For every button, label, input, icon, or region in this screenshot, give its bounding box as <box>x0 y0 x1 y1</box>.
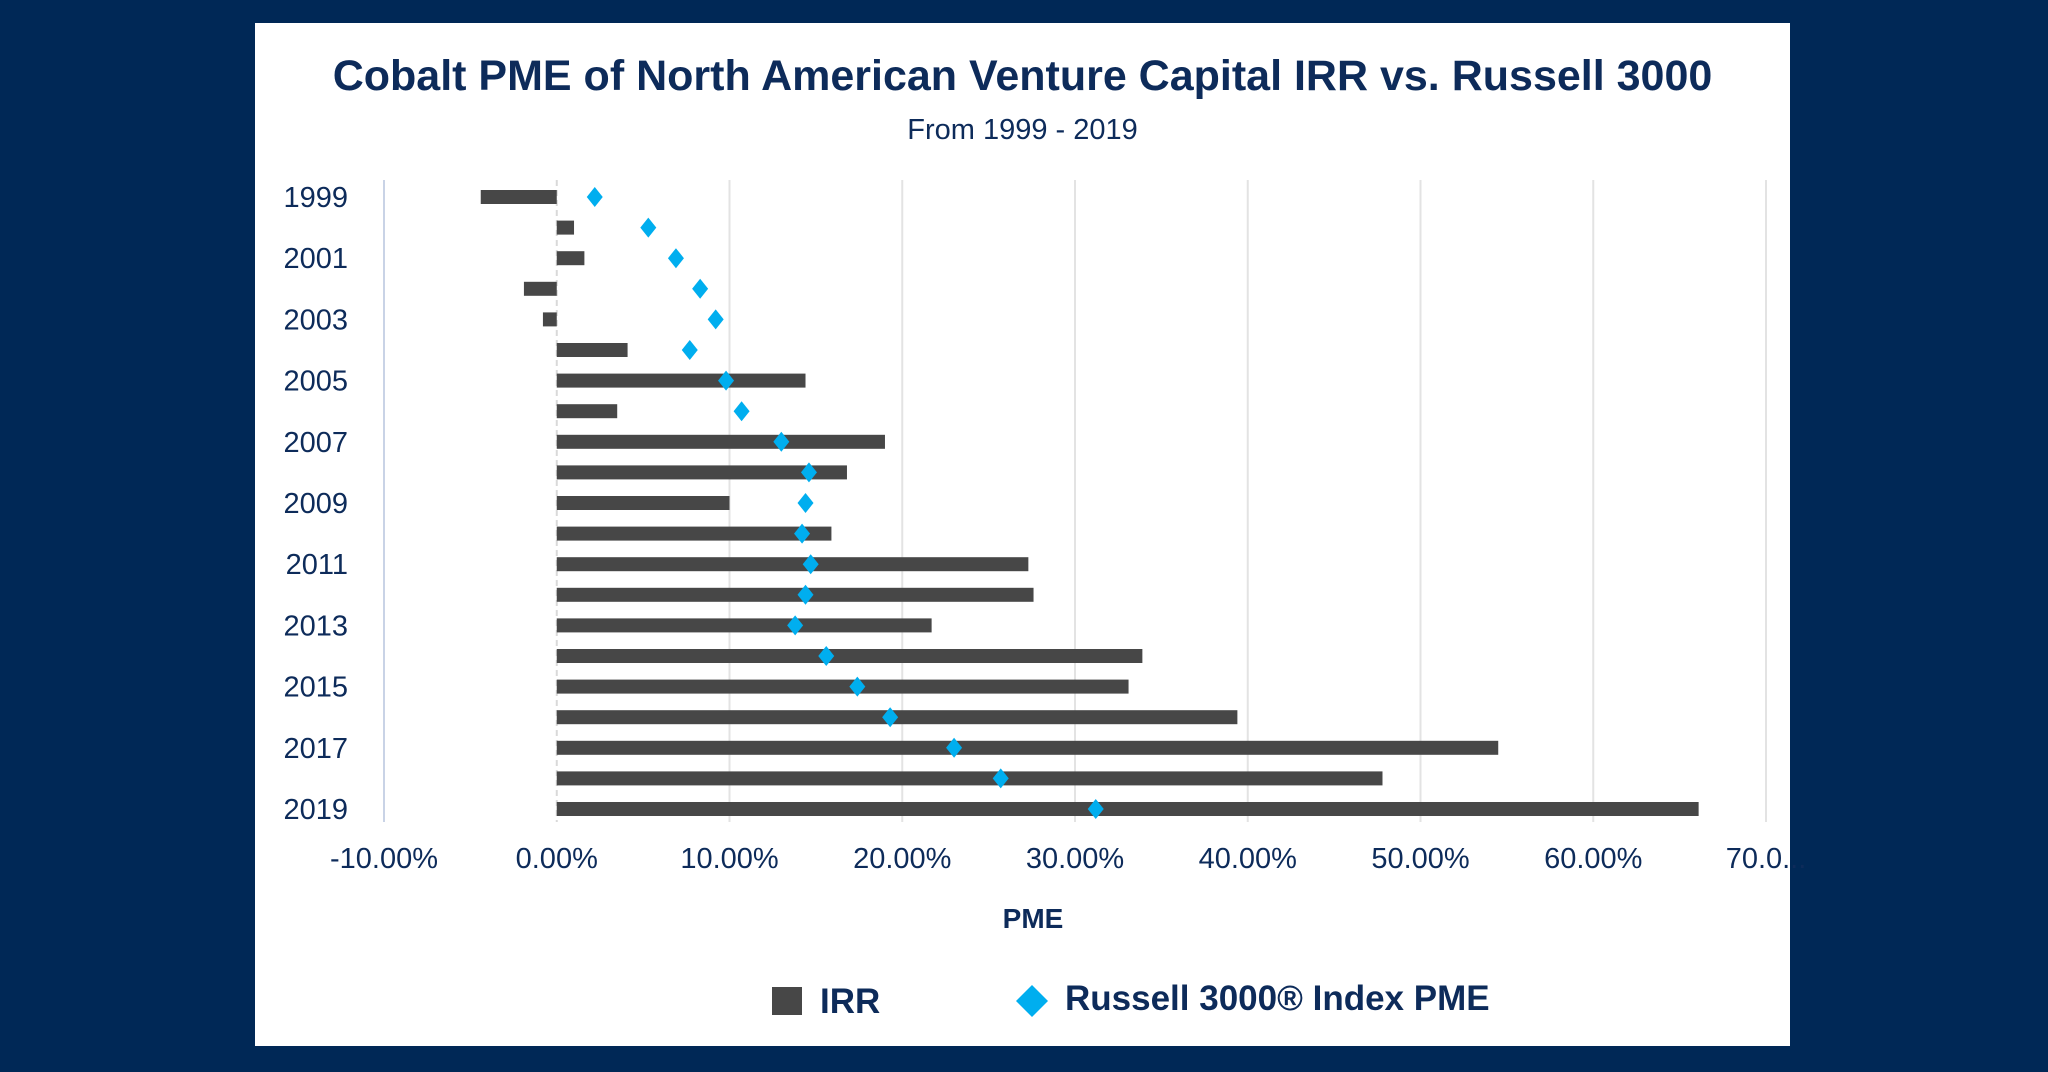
pme-point <box>787 615 804 636</box>
x-tick-label: 30.00% <box>1026 843 1124 875</box>
x-tick-label: 60.00% <box>1544 843 1642 875</box>
pme-point <box>797 493 814 513</box>
irr-bar <box>556 771 1383 786</box>
x-tick-label: -10.00% <box>330 843 438 875</box>
pme-point <box>667 248 684 269</box>
pme-point <box>733 401 750 422</box>
irr-bar <box>556 373 806 388</box>
pme-point <box>1087 799 1104 819</box>
pme-point <box>800 462 817 483</box>
pme-point <box>640 217 657 238</box>
irr-bar <box>556 251 585 266</box>
y-tick-label: 1999 <box>283 182 348 214</box>
irr-bar <box>556 434 885 449</box>
y-tick-label: 2019 <box>283 794 348 826</box>
y-tick-label: 2007 <box>283 427 348 459</box>
x-axis-label: PME <box>1003 903 1064 934</box>
legend-pme-diamond-icon <box>1016 985 1048 1017</box>
pme-point <box>992 768 1009 789</box>
pme-point <box>681 340 698 360</box>
pme-point <box>849 676 866 697</box>
x-tick-label: 40.00% <box>1199 843 1297 875</box>
legend: IRR Russell 3000® Index PME <box>772 979 1490 1021</box>
y-tick-label: 2003 <box>283 304 348 336</box>
irr-bar <box>556 649 1143 663</box>
pme-point <box>882 707 899 728</box>
irr-bar <box>542 312 557 327</box>
x-tick-label: 0.00% <box>516 843 598 875</box>
legend-irr-label: IRR <box>820 982 880 1021</box>
pme-point <box>707 309 724 330</box>
irr-bar <box>556 220 575 235</box>
legend-irr-swatch <box>772 987 802 1015</box>
pme-point <box>946 737 963 758</box>
y-tick-label: 2001 <box>283 243 348 275</box>
irr-bar <box>556 618 932 633</box>
pme-point <box>692 278 709 299</box>
y-tick-label: 2009 <box>283 488 348 520</box>
y-tick-label: 2005 <box>283 366 348 398</box>
pme-point <box>718 370 735 391</box>
pme-point <box>797 584 814 605</box>
irr-bar <box>556 557 1029 572</box>
chart-subtitle: From 1999 - 2019 <box>907 114 1138 146</box>
x-tick-label: 70.0... <box>1726 843 1807 875</box>
chart-title: Cobalt PME of North American Venture Cap… <box>332 52 1713 100</box>
pme-point <box>794 523 811 544</box>
x-tick-label: 10.00% <box>680 843 778 875</box>
legend-pme-label: Russell 3000® Index PME <box>1065 979 1490 1018</box>
irr-bar <box>523 281 557 296</box>
irr-bar <box>556 465 847 480</box>
pme-point <box>586 187 603 207</box>
y-tick-label: 2017 <box>283 733 348 765</box>
irr-bar <box>556 740 1499 755</box>
irr-bar <box>556 343 628 357</box>
irr-bar <box>556 679 1129 694</box>
irr-bar <box>556 802 1699 816</box>
irr-bar <box>480 190 557 204</box>
x-tick-label: 20.00% <box>853 843 951 875</box>
pme-point <box>802 554 819 575</box>
y-tick-label: 2011 <box>286 549 348 581</box>
irr-bar <box>556 526 832 541</box>
y-tick-label: 2015 <box>283 672 348 704</box>
y-tick-label: 2013 <box>283 610 348 642</box>
irr-bar <box>556 587 1034 602</box>
x-tick-label: 50.00% <box>1371 843 1469 875</box>
irr-bar <box>556 496 730 510</box>
irr-bar <box>556 404 618 419</box>
pme-point <box>818 646 835 666</box>
pme-point <box>773 431 790 452</box>
